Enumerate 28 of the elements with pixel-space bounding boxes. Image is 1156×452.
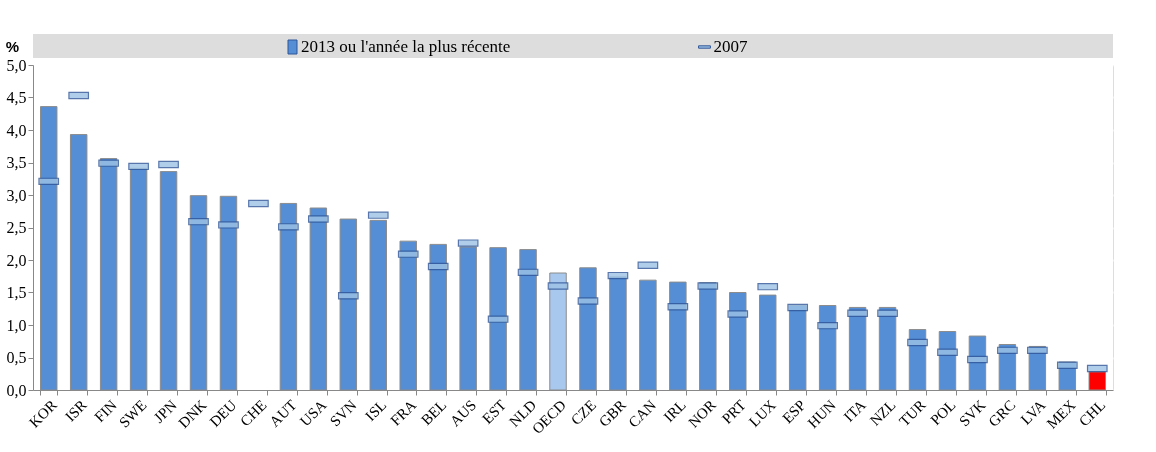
y-tick-label: 0,5	[6, 349, 27, 366]
x-tick-label: FIN	[91, 396, 120, 426]
legend-label: 2007	[713, 37, 748, 56]
y-tick-label: 2,0	[6, 251, 27, 269]
x-tick-label: PRT	[718, 396, 749, 427]
y-tick-label: 0,0	[6, 381, 27, 399]
x-tick-label: ISR	[61, 396, 90, 425]
y-tick-label: 1,5	[6, 284, 27, 301]
x-tick-label: CHE	[237, 396, 270, 430]
x-tick-label: ISL	[362, 396, 390, 425]
y-tick-label: 2,5	[6, 219, 27, 236]
x-tick-label: ITA	[840, 396, 869, 425]
x-tick-label: USA	[296, 396, 330, 430]
y-tick-label: 1,0	[6, 316, 27, 334]
x-tick-label: FRA	[387, 396, 420, 429]
y-tick-label: 4,5	[6, 89, 27, 106]
x-tick-label: POL	[927, 396, 959, 429]
x-tick-label: CHL	[1075, 396, 1109, 430]
x-tick-label: NZL	[866, 396, 899, 429]
y-tick-label: 4,0	[6, 121, 27, 139]
y-tick-label: 5,0	[6, 56, 27, 74]
x-tick-label: TUR	[896, 396, 929, 430]
x-tick-label: BEL	[417, 396, 450, 429]
y-tick-label: 3,0	[6, 186, 27, 204]
x-tick-label: IRL	[660, 396, 689, 426]
legend-label: 2013 ou l'année la plus récente	[301, 37, 511, 56]
y-axis-title: %	[5, 38, 19, 55]
y-tick-label: 3,5	[6, 154, 27, 171]
